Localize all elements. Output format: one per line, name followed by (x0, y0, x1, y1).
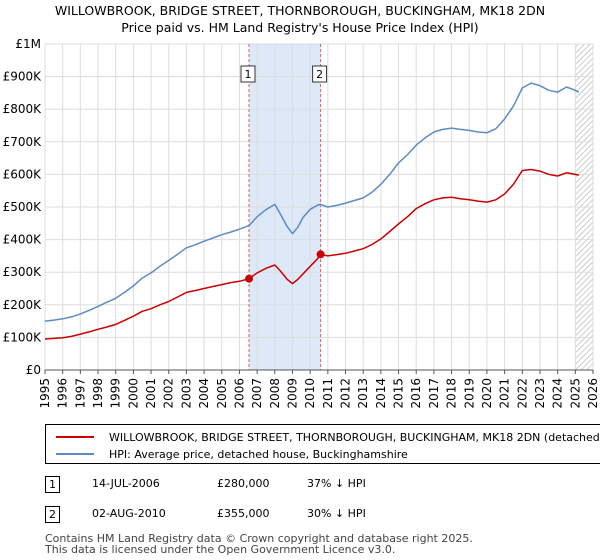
x-tick-label: 2014 (374, 378, 388, 409)
chart-title-line2: Price paid vs. HM Land Registry's House … (121, 20, 479, 35)
footer-licence: This data is licensed under the Open Gov… (45, 543, 396, 556)
x-tick-label: 1998 (91, 378, 105, 409)
transaction-date: 02-AUG-2010 (92, 507, 166, 520)
legend-item-property: WILLOWBROOK, BRIDGE STREET, THORNBOROUGH… (56, 429, 600, 445)
y-tick-label: £900K (3, 70, 43, 84)
y-tick-label: £600K (3, 167, 43, 181)
chart-title-line1: WILLOWBROOK, BRIDGE STREET, THORNBOROUGH… (54, 3, 546, 18)
x-tick-label: 2005 (215, 378, 229, 409)
y-tick-label: £500K (3, 200, 43, 214)
x-tick-label: 2000 (126, 378, 140, 409)
marker-label-box (240, 65, 256, 83)
transaction-number-badge: 2 (45, 506, 60, 523)
sale-point (244, 274, 253, 283)
footer-copyright: Contains HM Land Registry data © Crown c… (45, 532, 473, 545)
x-tick-label: 2002 (162, 378, 176, 409)
chart-legend: WILLOWBROOK, BRIDGE STREET, THORNBOROUGH… (45, 424, 600, 464)
transaction-hpi-diff: 37% ↓ HPI (307, 477, 366, 490)
x-tick-label: 2004 (197, 378, 211, 409)
marker-label-box (312, 65, 328, 83)
x-tick-label: 1995 (38, 378, 52, 409)
y-tick-label: £0 (26, 363, 41, 377)
hpi-line (44, 82, 580, 322)
x-tick-label: 2010 (303, 378, 317, 409)
y-tick-label: £300K (3, 265, 43, 279)
legend-label-property: WILLOWBROOK, BRIDGE STREET, THORNBOROUGH… (109, 430, 600, 444)
x-tick-label: 2001 (144, 378, 158, 409)
transaction-price: £355,000 (217, 507, 270, 520)
transaction-hpi-diff: 30% ↓ HPI (307, 507, 366, 520)
x-tick-label: 2019 (462, 378, 476, 409)
transaction-number-badge: 1 (45, 476, 60, 493)
property-price-line (44, 168, 580, 340)
marker-label: 2 (316, 68, 323, 81)
legend-label-hpi: HPI: Average price, detached house, Buck… (109, 447, 408, 461)
x-tick-label: 2024 (551, 378, 565, 409)
y-tick-label: £100K (3, 330, 43, 344)
x-tick-label: 2008 (268, 378, 282, 409)
sale-point (316, 250, 325, 259)
x-tick-label: 2026 (586, 378, 600, 409)
x-tick-label: 2006 (232, 378, 246, 409)
x-tick-label: 2016 (409, 378, 423, 409)
legend-item-hpi: HPI: Average price, detached house, Buck… (56, 446, 408, 462)
x-tick-label: 2007 (250, 378, 264, 409)
x-tick-label: 2018 (445, 378, 459, 409)
x-tick-label: 2009 (285, 378, 299, 409)
x-tick-label: 2025 (568, 378, 582, 409)
price-chart: £0 £100K £200K £300K £400K £500K £600K £700K £80… (3, 37, 600, 409)
legend-swatch-hpi (56, 453, 94, 455)
y-tick-label: £1M (15, 37, 41, 51)
y-tick-label: £700K (3, 135, 43, 149)
x-tick-label: 2017 (427, 378, 441, 409)
x-tick-label: 2003 (179, 378, 193, 409)
y-tick-label: £800K (3, 102, 43, 116)
transaction-price: £280,000 (217, 477, 270, 490)
x-tick-label: 2012 (339, 378, 353, 409)
transaction-date: 14-JUL-2006 (92, 477, 160, 490)
x-tick-label: 1999 (109, 378, 123, 409)
legend-swatch-property (56, 436, 94, 438)
x-tick-label: 2011 (321, 378, 335, 409)
y-tick-label: £400K (3, 233, 43, 247)
x-tick-label: 2020 (480, 378, 494, 409)
x-tick-label: 2023 (533, 378, 547, 409)
x-tick-label: 1996 (56, 378, 70, 409)
marker-label: 1 (244, 68, 251, 81)
x-tick-label: 2015 (392, 378, 406, 409)
x-tick-label: 2021 (498, 378, 512, 409)
x-tick-label: 2022 (515, 378, 529, 409)
x-tick-label: 1997 (73, 378, 87, 409)
x-tick-label: 2013 (356, 378, 370, 409)
y-tick-label: £200K (3, 298, 43, 312)
